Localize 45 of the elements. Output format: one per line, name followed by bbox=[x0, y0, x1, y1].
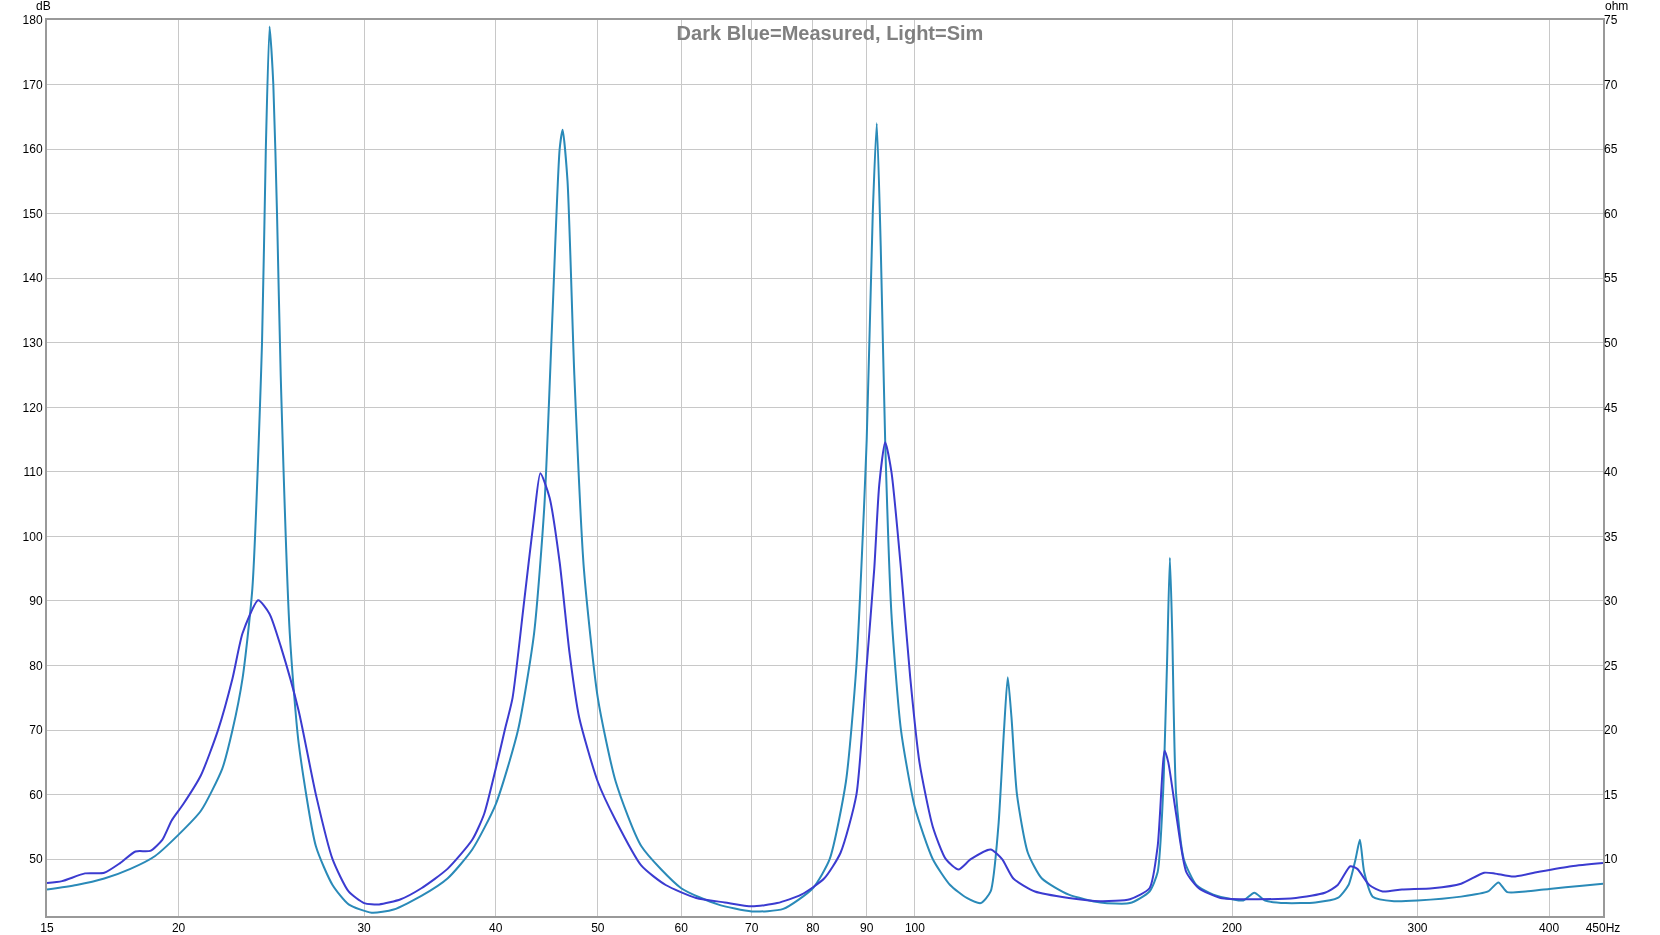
y2-tick-label: 30 bbox=[1604, 594, 1618, 609]
y2-tick-label: 60 bbox=[1604, 206, 1618, 221]
y2-tick-label: 75 bbox=[1604, 13, 1618, 28]
y-tick-label: 160 bbox=[22, 142, 43, 157]
y2-tick-label: 45 bbox=[1604, 400, 1618, 415]
y2-tick-label: 50 bbox=[1604, 335, 1618, 350]
x-tick-label: 100 bbox=[904, 921, 926, 935]
x-tick-label: 40 bbox=[489, 921, 503, 935]
x-tick-label: 15 bbox=[40, 921, 54, 935]
y-tick-label: 180 bbox=[22, 13, 43, 28]
x-tick-label: 450Hz bbox=[1585, 921, 1621, 935]
y-axis-title: dB bbox=[36, 0, 51, 13]
y-tick-label: 90 bbox=[29, 594, 43, 609]
x-tick-label: 30 bbox=[357, 921, 372, 935]
chart-title: Dark Blue=Measured, Light=Sim bbox=[676, 22, 984, 45]
y2-tick-label: 55 bbox=[1604, 271, 1618, 286]
y-tick-label: 70 bbox=[29, 723, 43, 738]
y-tick-label: 50 bbox=[29, 852, 43, 867]
x-tick-label: 50 bbox=[591, 921, 605, 935]
x-tick-label: 300 bbox=[1407, 921, 1428, 935]
y2-tick-label: 70 bbox=[1604, 77, 1618, 92]
x-tick-label: 80 bbox=[806, 921, 820, 935]
x-tick-label: 400 bbox=[1539, 921, 1560, 935]
y-tick-label: 140 bbox=[22, 271, 43, 286]
x-tick-label: 200 bbox=[1221, 921, 1243, 935]
y2-tick-label: 40 bbox=[1604, 465, 1618, 480]
y2-tick-label: 20 bbox=[1604, 723, 1618, 738]
x-tick-label: 60 bbox=[674, 921, 689, 935]
x-tick-label: 90 bbox=[860, 921, 874, 935]
y-tick-label: 170 bbox=[22, 77, 43, 92]
y2-tick-label: 65 bbox=[1604, 142, 1618, 157]
y-tick-label: 80 bbox=[29, 658, 43, 673]
y2-tick-label: 15 bbox=[1604, 787, 1618, 802]
y-tick-label: 150 bbox=[22, 206, 43, 221]
y-tick-label: 120 bbox=[22, 400, 43, 415]
y2-tick-label: 25 bbox=[1604, 658, 1618, 673]
x-tick-label: 20 bbox=[171, 921, 186, 935]
x-tick-label: 70 bbox=[745, 921, 759, 935]
y-tick-label: 110 bbox=[23, 465, 43, 480]
y2-axis-title: ohm bbox=[1605, 0, 1629, 13]
y2-tick-label: 35 bbox=[1604, 529, 1618, 544]
y2-tick-label: 10 bbox=[1604, 852, 1618, 867]
y-tick-label: 100 bbox=[22, 529, 43, 544]
y-tick-label: 130 bbox=[22, 335, 43, 350]
y-tick-label: 60 bbox=[29, 787, 43, 802]
